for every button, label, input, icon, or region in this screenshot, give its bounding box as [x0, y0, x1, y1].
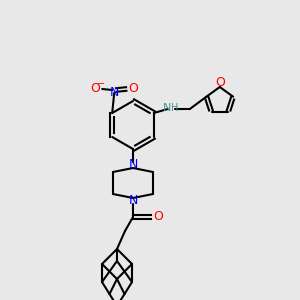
Text: N: N [128, 158, 138, 172]
Text: N: N [110, 85, 119, 98]
Text: N: N [163, 103, 171, 113]
Text: H: H [171, 103, 178, 113]
Text: −: − [97, 79, 105, 89]
Text: O: O [153, 211, 163, 224]
Text: N: N [128, 194, 138, 208]
Text: O: O [128, 82, 138, 95]
Text: O: O [215, 76, 225, 88]
Text: O: O [90, 82, 100, 95]
